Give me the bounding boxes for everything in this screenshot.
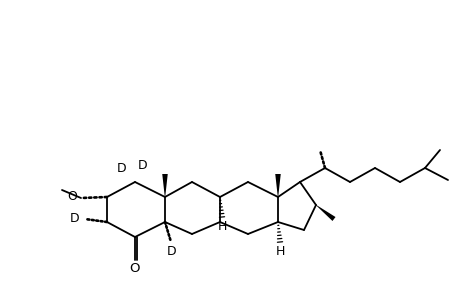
Polygon shape bbox=[274, 174, 280, 197]
Text: H: H bbox=[275, 245, 284, 259]
Text: O: O bbox=[129, 262, 140, 275]
Text: D: D bbox=[138, 158, 147, 172]
Text: D: D bbox=[70, 212, 80, 226]
Polygon shape bbox=[162, 174, 168, 197]
Text: D: D bbox=[117, 161, 127, 175]
Text: D: D bbox=[167, 245, 176, 259]
Text: H: H bbox=[217, 220, 226, 233]
Text: O: O bbox=[67, 190, 77, 203]
Polygon shape bbox=[315, 205, 335, 221]
